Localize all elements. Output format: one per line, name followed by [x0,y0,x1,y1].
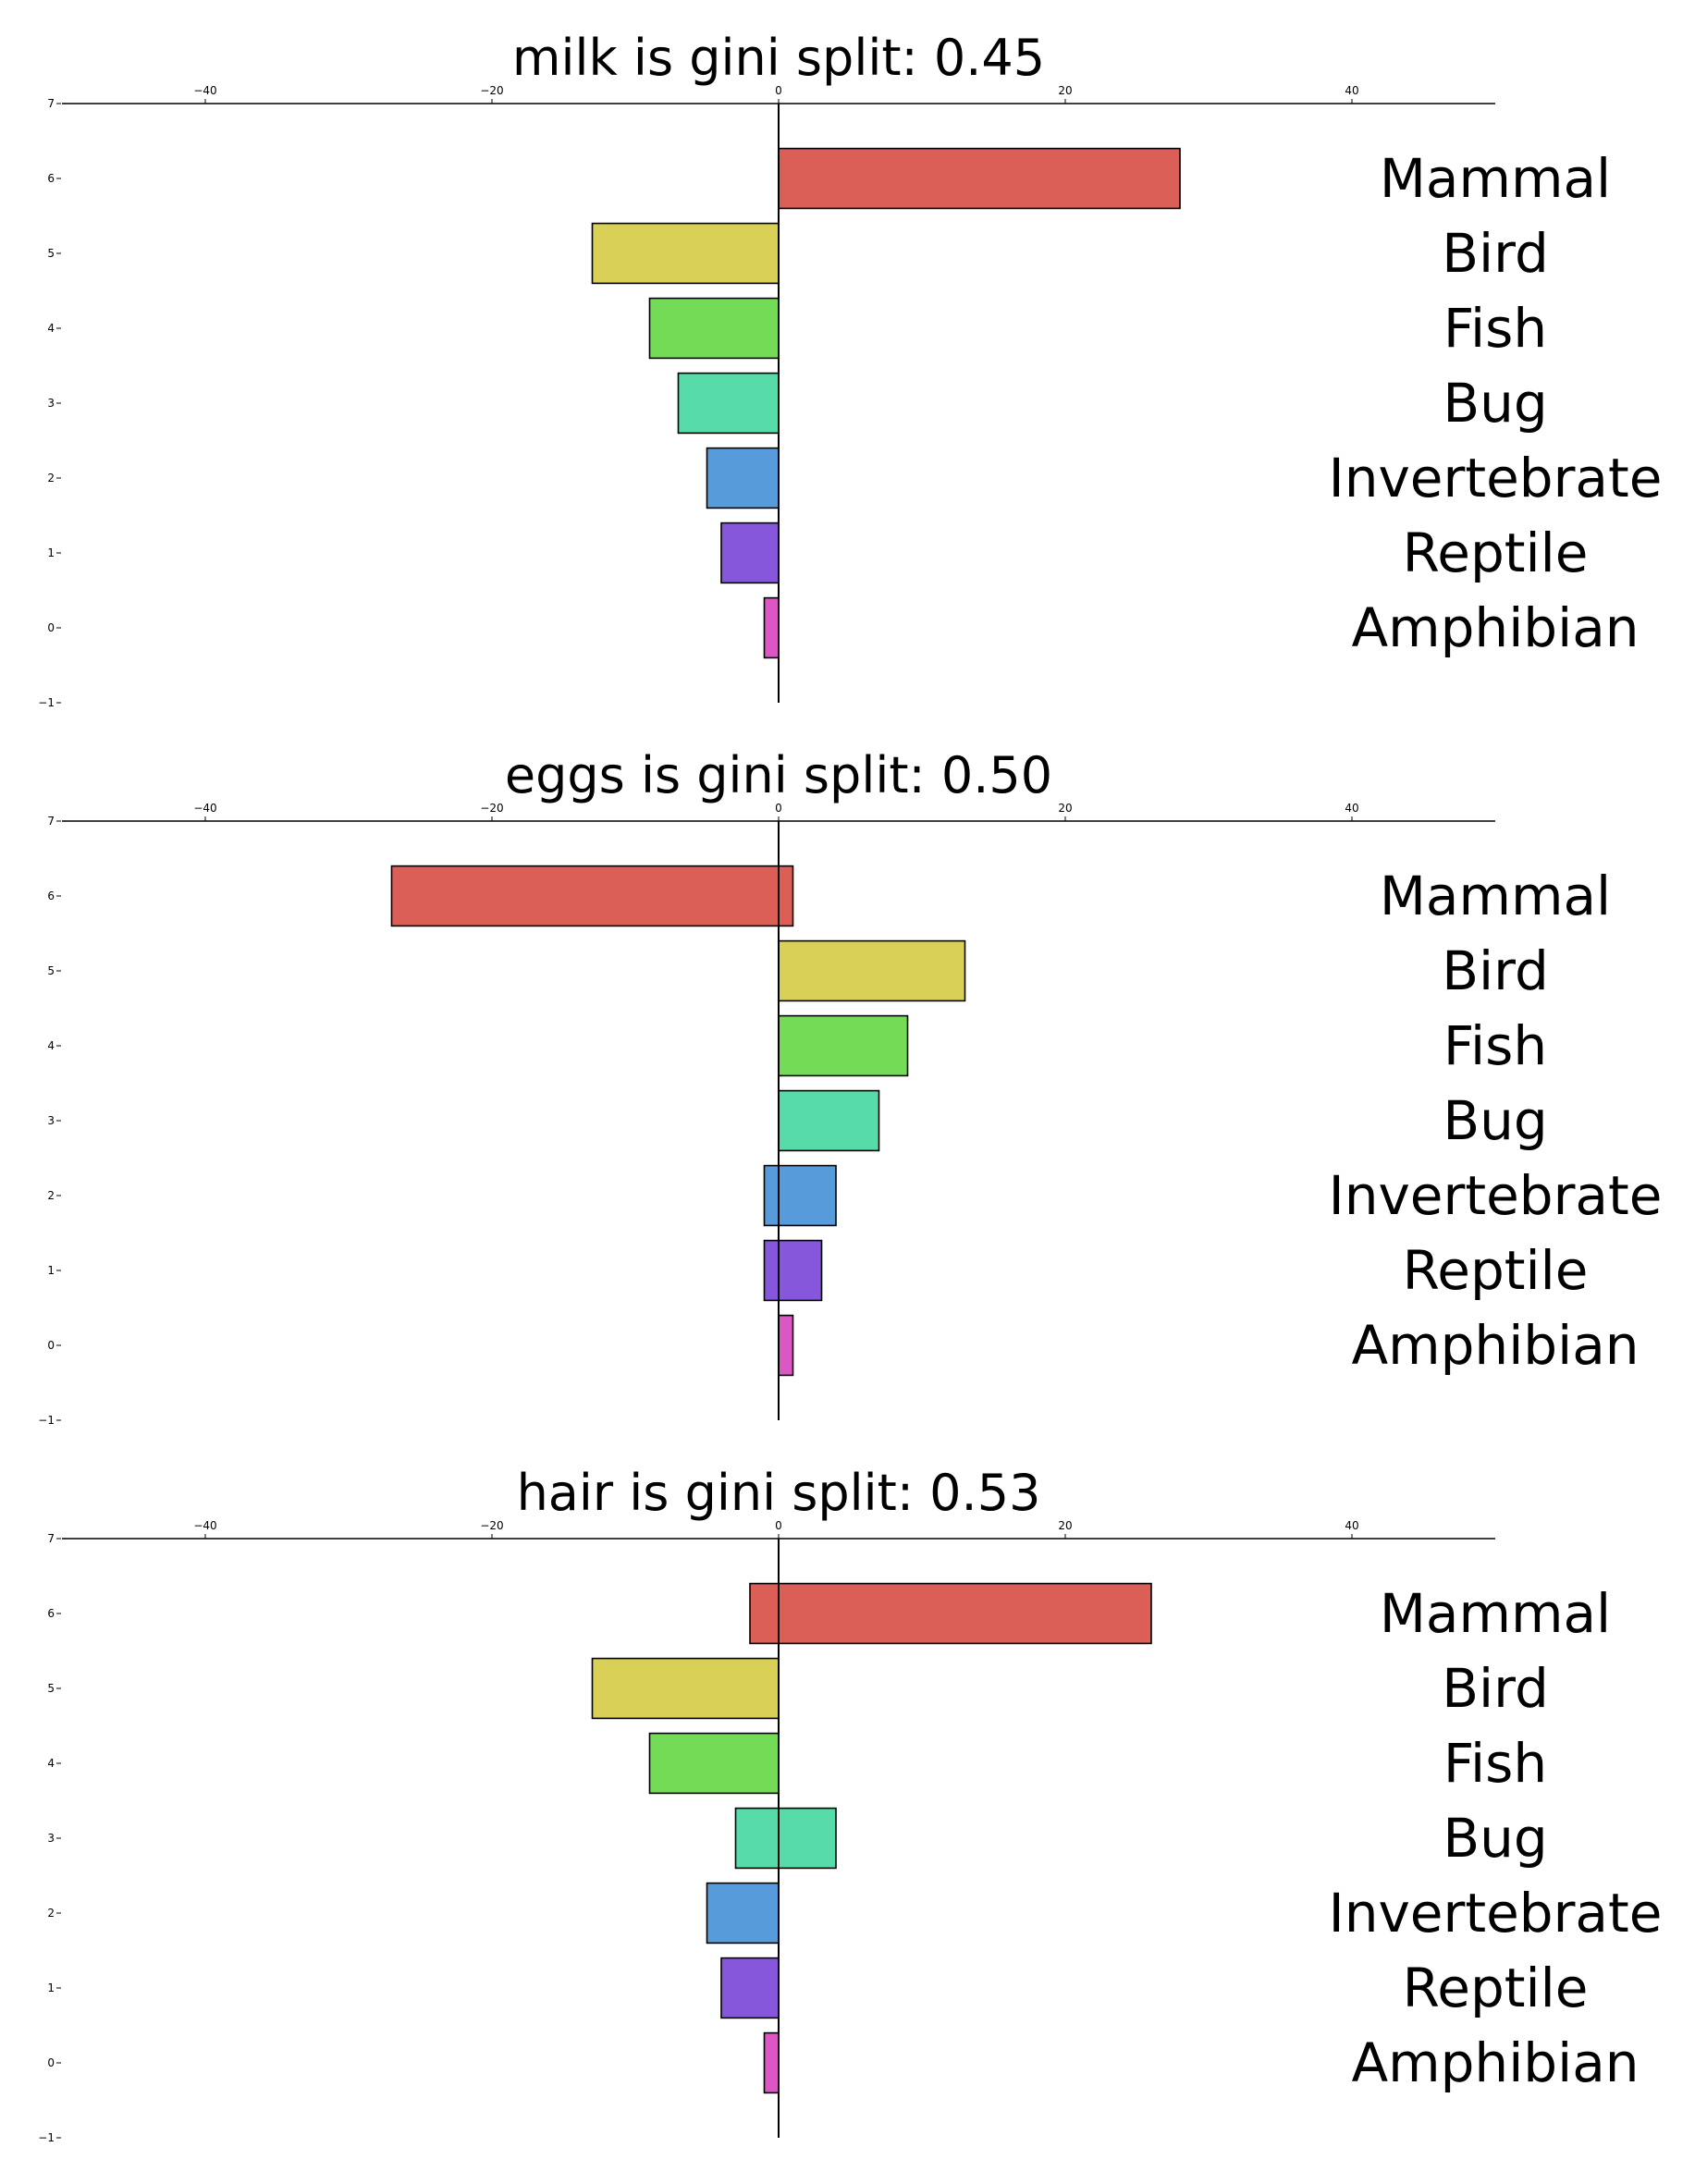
category-label-mammal: Mammal [1380,147,1611,210]
bar-fish-negative [648,297,780,360]
y-tick-label: 0 [47,1339,55,1352]
category-label-fish: Fish [1443,1014,1547,1077]
y-tick-label: 3 [47,397,55,410]
panel-eggs: eggs is gini split: 0.50 −40 −20 0 20 40 −1 0 1… [38,746,1662,1427]
category-label-amphibian: Amphibian [1351,596,1639,659]
bar-amphibian-negative [763,2031,780,2094]
bar-mammal-positive [778,147,1181,210]
bar-amphibian-positive [778,1314,794,1377]
category-label-fish: Fish [1443,297,1547,360]
category-label-invertebrate: Invertebrate [1329,1882,1663,1945]
y-tick-label: 7 [47,815,55,828]
bar-bug-negative [677,372,780,435]
bar-invertebrate-positive [778,1164,837,1227]
y-tick-label: 4 [47,1039,55,1052]
chart-title: milk is gini split: 0.45 [512,29,1045,87]
bar-reptile-positive [778,1239,823,1302]
bar-bug-positive [778,1089,880,1152]
x-tick-label: 40 [1345,802,1358,815]
x-tick-label: −40 [193,1519,216,1532]
bar-reptile-negative [763,1239,780,1302]
y-tick-label: −1 [38,2131,55,2144]
y-tick-label: 6 [47,1607,55,1620]
y-tick-label: 5 [47,247,55,260]
x-tick-label: −40 [193,802,216,815]
category-label-reptile: Reptile [1403,1957,1589,2019]
y-tick-label: 2 [47,1907,55,1920]
x-tick-label: 40 [1345,1519,1358,1532]
y-tick-label: 1 [47,1264,55,1277]
bar-mammal-negative [749,1582,780,1645]
category-label-invertebrate: Invertebrate [1329,1164,1663,1227]
y-tick-label: −1 [38,696,55,709]
y-tick-label: 4 [47,322,55,335]
chart-title: eggs is gini split: 0.50 [505,746,1052,804]
y-tick-label: 3 [47,1832,55,1845]
y-tick-label: 4 [47,1757,55,1770]
y-tick-label: 5 [47,1682,55,1695]
y-tick-label: 5 [47,964,55,977]
x-tick-label: 20 [1058,84,1072,97]
y-tick-label: −1 [38,1414,55,1427]
panel-milk: milk is gini split: 0.45 −40 −20 0 20 40 −1 0 1… [38,29,1662,709]
bar-fish-positive [778,1014,909,1077]
bar-invertebrate-negative [706,447,780,509]
category-label-mammal: Mammal [1380,1582,1611,1645]
category-label-amphibian: Amphibian [1351,2031,1639,2094]
bar-amphibian-negative [763,596,780,659]
y-tick-label: 1 [47,1982,55,1994]
bar-fish-negative [648,1732,780,1795]
y-tick-label: 6 [47,890,55,902]
x-tick-label: 20 [1058,802,1072,815]
bar-bug-positive [778,1807,837,1870]
category-label-reptile: Reptile [1403,1239,1589,1302]
bar-bug-negative [734,1807,780,1870]
x-tick-label: −40 [193,84,216,97]
y-tick-label: 7 [47,1532,55,1545]
bar-mammal-positive [778,1582,1152,1645]
chart-title: hair is gini split: 0.53 [517,1464,1041,1522]
y-tick-label: 6 [47,172,55,185]
category-label-bug: Bug [1443,1807,1547,1870]
category-label-bug: Bug [1443,372,1547,435]
panel-hair: hair is gini split: 0.53 −40 −20 0 20 40 −1 0 1… [38,1464,1662,2144]
x-tick-label: 20 [1058,1519,1072,1532]
category-label-bug: Bug [1443,1089,1547,1152]
bar-reptile-negative [720,521,780,584]
bar-invertebrate-negative [763,1164,780,1227]
y-tick-label: 2 [47,472,55,485]
bar-invertebrate-negative [706,1882,780,1945]
bar-mammal-negative [390,865,780,927]
y-tick-label: 0 [47,621,55,634]
bar-bird-positive [778,939,966,1002]
x-tick-label: 40 [1345,84,1358,97]
category-label-invertebrate: Invertebrate [1329,447,1663,509]
x-tick-label: −20 [480,84,503,97]
bar-bird-negative [591,222,780,285]
category-label-bird: Bird [1442,222,1549,285]
y-tick-label: 3 [47,1114,55,1127]
x-tick-label: −20 [480,802,503,815]
bar-bird-negative [591,1657,780,1720]
bar-mammal-positive [778,865,794,927]
category-label-bird: Bird [1442,1657,1549,1720]
y-tick-label: 7 [47,97,55,110]
category-label-mammal: Mammal [1380,865,1611,927]
x-tick-label: 0 [775,802,782,815]
bar-reptile-negative [720,1957,780,2019]
y-tick-label: 0 [47,2056,55,2069]
category-label-fish: Fish [1443,1732,1547,1795]
category-label-reptile: Reptile [1403,521,1589,584]
x-tick-label: 0 [775,84,782,97]
category-label-bird: Bird [1442,939,1549,1002]
y-tick-label: 2 [47,1189,55,1202]
x-tick-label: 0 [775,1519,782,1532]
category-label-amphibian: Amphibian [1351,1314,1639,1377]
y-tick-label: 1 [47,546,55,559]
x-tick-label: −20 [480,1519,503,1532]
